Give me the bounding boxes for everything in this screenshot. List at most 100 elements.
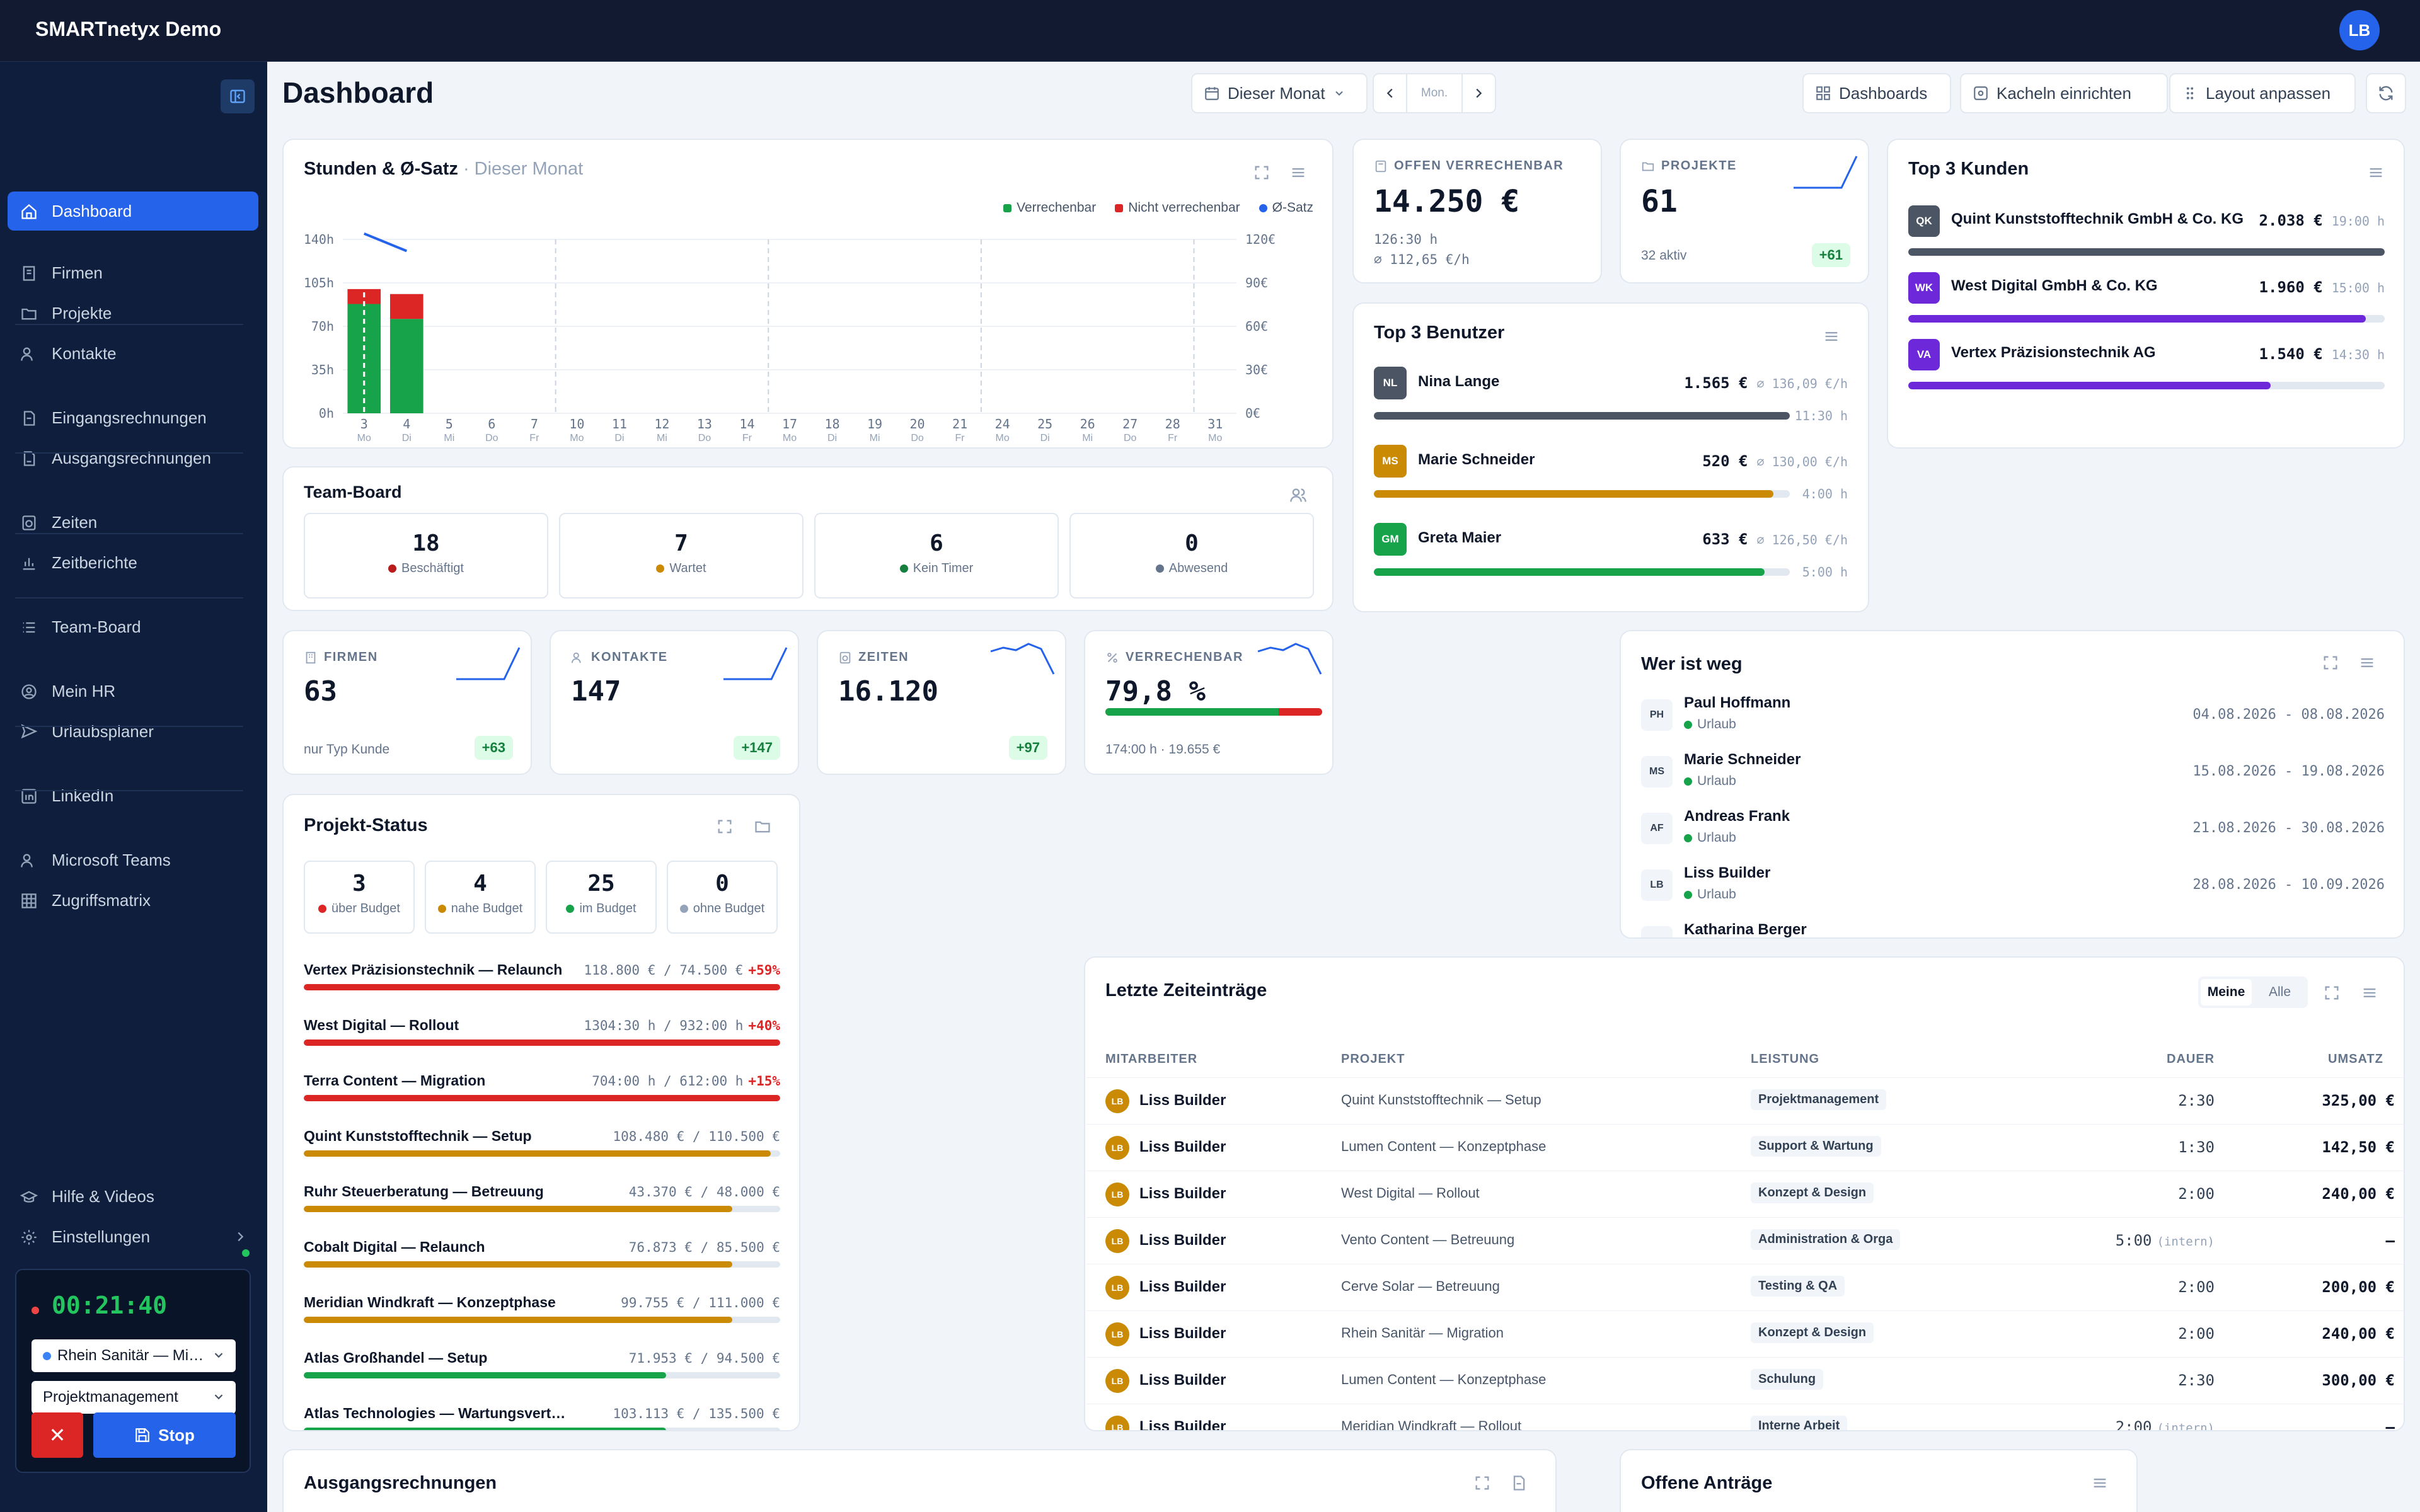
project-stat[interactable]: 25 im Budget: [546, 861, 657, 934]
expand-icon[interactable]: [1473, 1474, 1491, 1492]
menu-icon[interactable]: [2091, 1474, 2109, 1492]
absence-row[interactable]: MS Marie Schneider Urlaub 15.08.2026 - 19.0…: [1641, 751, 2385, 801]
sidebar-item-zeiten[interactable]: Zeiten: [8, 503, 258, 542]
project-stat[interactable]: 0 ohne Budget: [667, 861, 778, 934]
sidebar-item-label: Ausgangsrechnungen: [52, 448, 211, 467]
table-row[interactable]: LB Liss Builder Cerve Solar — Betreuung Tes…: [1086, 1264, 2404, 1310]
sidebar-item-projekte[interactable]: Projekte: [8, 294, 258, 333]
folder-icon[interactable]: [754, 818, 771, 835]
sidebar-item-zugriffsmatrix[interactable]: Zugriffsmatrix: [8, 881, 258, 920]
expand-icon[interactable]: [2323, 984, 2341, 1002]
users-icon[interactable]: [1289, 486, 1307, 504]
document-icon[interactable]: [1510, 1474, 1528, 1492]
sidebar-item-ausgangsrechnungen[interactable]: Ausgangsrechnungen: [8, 438, 258, 478]
team-stat-label: Beschäftigt: [401, 561, 464, 575]
project-row[interactable]: Vertex Präzisionstechnik — Relaunch 118.8…: [304, 961, 780, 1003]
top-customer-row[interactable]: WK West Digital GmbH & Co. KG 1.960 € 15:00…: [1908, 272, 2385, 329]
menu-icon[interactable]: [1289, 164, 1307, 181]
absence-name: Andreas Frank: [1684, 808, 1790, 825]
menu-icon[interactable]: [2361, 984, 2378, 1002]
team-stat[interactable]: 0 Abwesend: [1069, 513, 1314, 598]
team-stat[interactable]: 7 Wartet: [559, 513, 804, 598]
kpi-projects: PROJEKTE 61 32 aktiv +61: [1620, 139, 1869, 284]
absence-row[interactable]: PH Paul Hoffmann Urlaub 04.08.2026 - 08.08.…: [1641, 694, 2385, 745]
team-stat-value: 6: [930, 530, 943, 556]
project-stat[interactable]: 3 über Budget: [304, 861, 415, 934]
x-tick-label: 24: [995, 416, 1010, 432]
team-stat[interactable]: 6 Kein Timer: [814, 513, 1059, 598]
sidebar-item-zeitberichte[interactable]: Zeitberichte: [8, 543, 258, 582]
top-user-row[interactable]: NL Nina Lange 1.565 € ⌀ 136,09 €/h 11:30 h: [1374, 367, 1848, 442]
sidebar-collapse-button[interactable]: [221, 79, 255, 113]
project-row[interactable]: Ruhr Steuerberatung — Betreuung 43.370 € …: [304, 1183, 780, 1225]
project-row[interactable]: West Digital — Rollout 1304:30 h / 932:00…: [304, 1017, 780, 1058]
user-avatar[interactable]: LB: [2339, 10, 2380, 50]
row-user: Liss Builder: [1139, 1092, 1226, 1109]
table-row[interactable]: LB Liss Builder Lumen Content — Konzeptpha…: [1086, 1357, 2404, 1404]
prev-period-button[interactable]: [1374, 74, 1408, 112]
table-row[interactable]: LB Liss Builder Vento Content — Betreuung A…: [1086, 1217, 2404, 1264]
absence-row[interactable]: AF Andreas Frank Urlaub 21.08.2026 - 30.08.…: [1641, 808, 2385, 858]
timer-stop-button[interactable]: Stop: [93, 1412, 236, 1458]
project-row[interactable]: Terra Content — Migration 704:00 h / 612:…: [304, 1072, 780, 1114]
sidebar-item-team-board[interactable]: Team-Board: [8, 607, 258, 646]
timer-service-select[interactable]: Projektmanagement: [32, 1381, 236, 1414]
sidebar-item-urlaubsplaner[interactable]: Urlaubsplaner: [8, 712, 258, 751]
menu-icon[interactable]: [2358, 654, 2376, 672]
table-row[interactable]: LB Liss Builder Lumen Content — Konzeptpha…: [1086, 1124, 2404, 1171]
top-user-row[interactable]: MS Marie Schneider 520 € ⌀ 130,00 €/h 4:00 h: [1374, 445, 1848, 520]
project-stat[interactable]: 4 nahe Budget: [425, 861, 536, 934]
layout-adjust-button[interactable]: Layout anpassen: [2169, 73, 2356, 113]
period-select[interactable]: Dieser Monat: [1191, 73, 1368, 113]
toggle-mine[interactable]: Meine: [2201, 979, 2252, 1005]
refresh-button[interactable]: [2366, 73, 2406, 113]
table-row[interactable]: LB Liss Builder Quint Kunststofftechnik — …: [1086, 1077, 2404, 1124]
table-row[interactable]: LB Liss Builder Rhein Sanitär — Migration K…: [1086, 1310, 2404, 1357]
absence-row[interactable]: LB Liss Builder Urlaub 28.08.2026 - 10.09.2…: [1641, 864, 2385, 915]
project-row[interactable]: Atlas Technologies — Wartungsvertrag 103.…: [304, 1405, 780, 1430]
timer-cancel-button[interactable]: ✕: [32, 1412, 83, 1458]
top-user-row[interactable]: GM Greta Maier 633 € ⌀ 126,50 €/h 5:00 h: [1374, 523, 1848, 598]
sidebar-item-dashboard[interactable]: Dashboard: [8, 192, 258, 231]
row-duration-cell: 2:30: [2178, 1092, 2215, 1109]
team-stat[interactable]: 18 Beschäftigt: [304, 513, 548, 598]
table-row[interactable]: LB Liss Builder Meridian Windkraft — Rollo…: [1086, 1404, 2404, 1430]
menu-icon[interactable]: [2367, 164, 2385, 181]
project-dot: [43, 1351, 51, 1360]
sidebar-item-kontakte[interactable]: Kontakte: [8, 334, 258, 373]
sidebar-item-microsoft-teams[interactable]: Microsoft Teams: [8, 840, 258, 879]
toggle-all[interactable]: Alle: [2268, 985, 2291, 999]
top-customer-row[interactable]: QK Quint Kunststofftechnik GmbH & Co. KG 2…: [1908, 205, 2385, 262]
next-period-button[interactable]: [1461, 74, 1495, 112]
team-stat-label-row: Beschäftigt: [305, 561, 547, 576]
top-customer-row[interactable]: VA Vertex Präzisionstechnik AG 1.540 € 14:3…: [1908, 339, 2385, 396]
sidebar-item-linkedin[interactable]: LinkedIn: [8, 776, 258, 815]
sidebar-item-label: Firmen: [52, 263, 103, 282]
tiles-setup-button[interactable]: Kacheln einrichten: [1960, 73, 2168, 113]
absence-row[interactable]: KB Katharina Berger: [1641, 921, 2385, 937]
help-videos-link[interactable]: Hilfe & Videos: [8, 1177, 258, 1216]
table-row[interactable]: LB Liss Builder West Digital — Rollout Konz…: [1086, 1171, 2404, 1217]
kpi-label-text: FIRMEN: [324, 650, 378, 664]
expand-icon[interactable]: [2322, 654, 2339, 672]
sidebar-item-mein-hr[interactable]: Mein HR: [8, 672, 258, 711]
project-row[interactable]: Quint Kunststofftechnik — Setup 108.480 €…: [304, 1128, 780, 1169]
dashboards-button[interactable]: Dashboards: [1802, 73, 1951, 113]
sidebar-item-firmen[interactable]: Firmen: [8, 253, 258, 292]
billable-ratio-bar: [1105, 708, 1322, 716]
row-project: West Digital — Rollout: [1341, 1185, 1480, 1201]
timer-project-select[interactable]: Rhein Sanitär — Mi…: [32, 1339, 236, 1372]
sidebar-item-eingangsrechnungen[interactable]: Eingangsrechnungen: [8, 398, 258, 437]
status-dot: [318, 905, 326, 913]
expand-icon[interactable]: [716, 818, 734, 835]
expand-icon[interactable]: [1253, 164, 1270, 181]
x-tick-label: 17: [782, 416, 797, 432]
project-row[interactable]: Atlas Großhandel — Setup 71.953 € / 94.50…: [304, 1349, 780, 1391]
project-row[interactable]: Meridian Windkraft — Konzeptphase 99.755 …: [304, 1294, 780, 1336]
sidebar-item-label: LinkedIn: [52, 786, 114, 805]
settings-link[interactable]: Einstellungen: [8, 1217, 258, 1256]
menu-icon[interactable]: [1823, 328, 1840, 345]
customer-name: Vertex Präzisionstechnik AG: [1951, 344, 2156, 361]
row-duration: 2:00: [2178, 1278, 2215, 1296]
project-row[interactable]: Cobalt Digital — Relaunch 76.873 € / 85.5…: [304, 1239, 780, 1280]
